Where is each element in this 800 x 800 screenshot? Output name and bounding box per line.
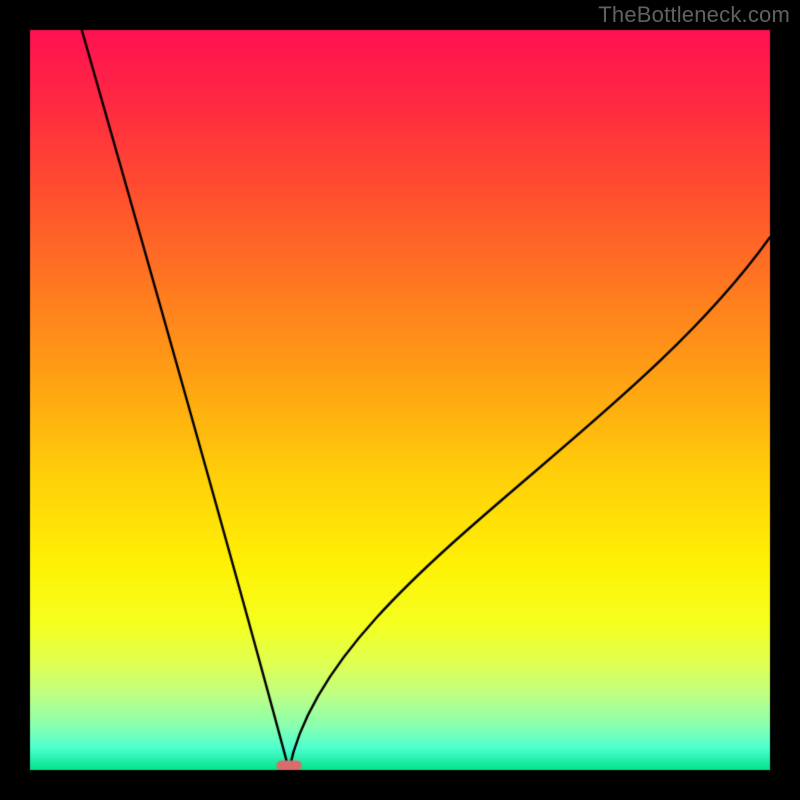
watermark-label: TheBottleneck.com (598, 2, 790, 28)
bottleneck-curve-chart (0, 0, 800, 800)
